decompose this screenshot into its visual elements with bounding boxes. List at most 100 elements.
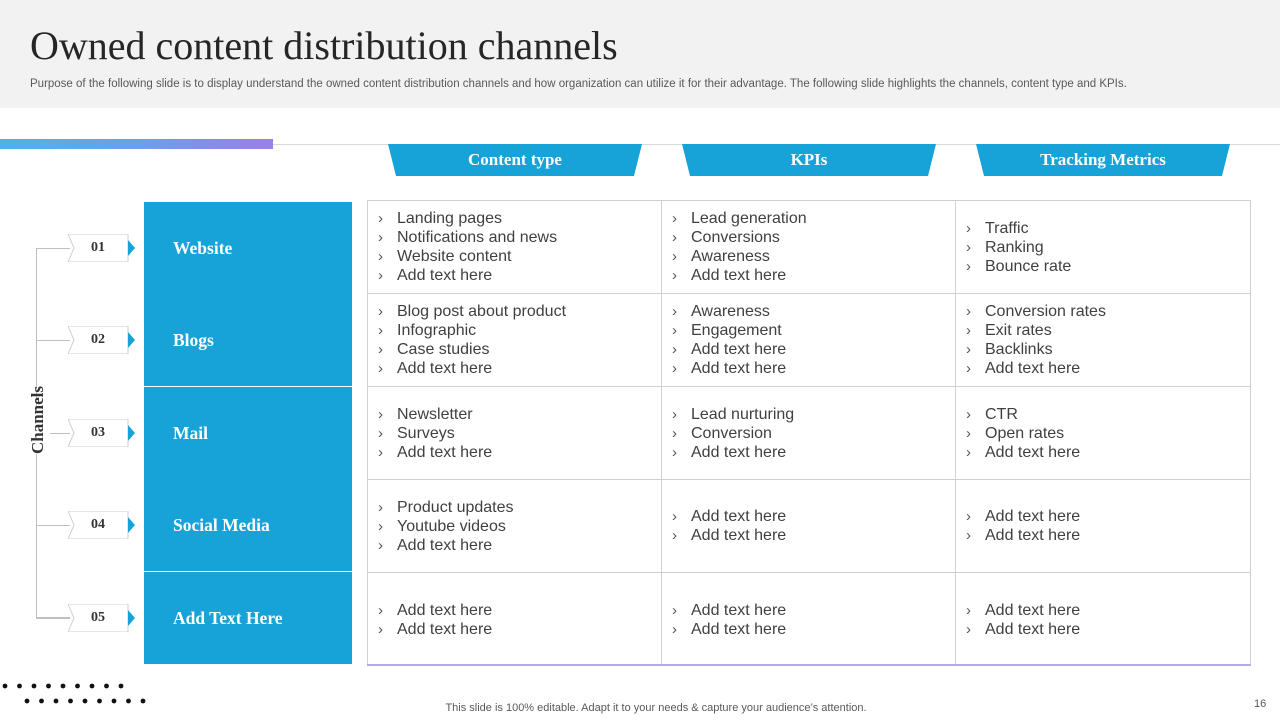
chevron-right-icon: › [966,238,971,256]
bullet-item: › Conversions [672,228,955,247]
bullet-text: Exit rates [985,322,1052,339]
bullet-item: › Backlinks [966,340,1250,359]
row-number-tag: 03 [68,419,138,447]
bullet-text: Add text here [985,443,1081,461]
row-number-label: 01 [91,240,105,255]
bullet-item: › Awareness [672,247,955,266]
bullet-text: Add text here [397,601,493,619]
bullet-text: Add text here [985,601,1081,619]
bullet-text: Add text here [397,536,493,554]
chevron-right-icon: › [966,443,971,461]
channels-side-label: Channels [26,386,50,454]
bullet-item: › Add text here [966,620,1250,639]
dot [111,698,117,704]
bullet-text: Infographic [397,322,477,339]
dot [126,698,131,704]
chevron-right-icon: › [378,322,383,339]
bullet-text: Add text here [691,620,787,638]
slide-subtitle: Purpose of the following slide is to dis… [30,78,1127,90]
bullet-text: Conversion rates [985,303,1106,320]
grid-cell: › Lead generation › Conversions › Awareness › A… [662,201,956,294]
chevron-right-icon: › [966,620,971,638]
chevron-right-icon: › [378,210,383,227]
bullet-text: Lead generation [691,210,807,227]
grid-cell: › CTR › Open rates › Add text here [956,387,1250,480]
bullet-text: Product updates [397,498,514,516]
bracket-tick [36,248,70,249]
bullet-text: Ranking [985,238,1044,256]
bullet-item: › Conversion [672,424,955,443]
column-header-label: Content type [468,150,562,169]
dot [31,683,37,689]
row-number-tag: 01 [68,234,138,262]
column-header-label: Tracking Metrics [1040,150,1166,169]
bullet-item: › Add text here [966,526,1250,545]
chevron-right-icon: › [378,267,383,284]
grid-cell: › Add text here › Add text here [662,480,956,573]
row-number-label: 04 [91,517,105,532]
chevron-right-icon: › [672,210,677,227]
dot [39,698,44,704]
bullet-text: Website content [397,248,512,265]
bullet-text: Open rates [985,424,1065,442]
bullet-text: Add text here [985,508,1081,525]
channel-box: Social Media [144,479,352,571]
dot [104,683,109,689]
bullet-item: › Add text here [672,620,955,639]
chevron-right-icon: › [378,341,383,358]
chevron-right-icon: › [966,360,971,377]
chevron-right-icon: › [966,341,971,358]
bullet-item: › Add text here [378,601,661,620]
row-number-label: 02 [91,332,105,347]
grid-cell: › Add text here › Add text here [956,573,1250,666]
chevron-right-icon: › [672,443,677,461]
chevron-right-icon: › [378,498,383,516]
bullet-item: › Case studies [378,340,661,359]
channel-box: Add Text Here [144,572,352,664]
row-number-label: 05 [91,610,105,625]
bracket-tick [36,340,70,341]
bullet-text: Add text here [397,267,493,284]
bullet-item: › Landing pages [378,209,661,228]
bullet-text: Notifications and news [397,229,558,246]
bullet-text: Add text here [691,508,787,525]
bullet-item: › Lead generation [672,209,955,228]
chevron-right-icon: › [966,405,971,423]
bullet-text: Blog post about product [397,303,567,320]
chevron-right-icon: › [672,527,677,544]
bullet-text: Awareness [691,248,770,265]
bullet-item: › Lead nurturing [672,405,955,424]
bullet-text: Add text here [691,527,787,544]
chevron-right-icon: › [672,229,677,246]
bullet-text: Bounce rate [985,257,1072,275]
accent-gradient-bar [0,139,273,149]
bullet-text: Traffic [985,219,1029,237]
bullet-item: › Add text here [672,601,955,620]
chevron-right-icon: › [378,405,383,423]
grid-cell: › Add text here › Add text here [662,573,956,666]
bracket-tick [36,433,70,434]
bullet-text: Newsletter [397,405,473,423]
bullet-text: Add text here [691,601,787,619]
bullet-item: › Open rates [966,424,1250,443]
bullet-item: › Website content [378,247,661,266]
dot [17,683,22,689]
bullet-item: › CTR [966,405,1250,424]
chevron-right-icon: › [966,322,971,339]
grid-cell: › Traffic › Ranking › Bounce rate [956,201,1250,294]
bullet-text: Surveys [397,424,455,442]
column-header-0: Content type [388,144,642,176]
chevron-right-icon: › [378,229,383,246]
bullet-item: › Add text here [672,266,955,285]
page-number: 16 [1254,698,1267,710]
grid-cell: › Blog post about product › Infographic › Cas… [368,294,662,387]
dot [140,698,146,704]
chevron-right-icon: › [966,508,971,525]
chevron-right-icon: › [672,424,677,442]
bullet-text: Conversion [691,424,772,442]
dot [118,683,124,689]
bullet-item: › Newsletter [378,405,661,424]
bullet-item: › Youtube videos [378,517,661,536]
chevron-right-icon: › [966,257,971,275]
bullet-item: › Add text here [378,266,661,285]
